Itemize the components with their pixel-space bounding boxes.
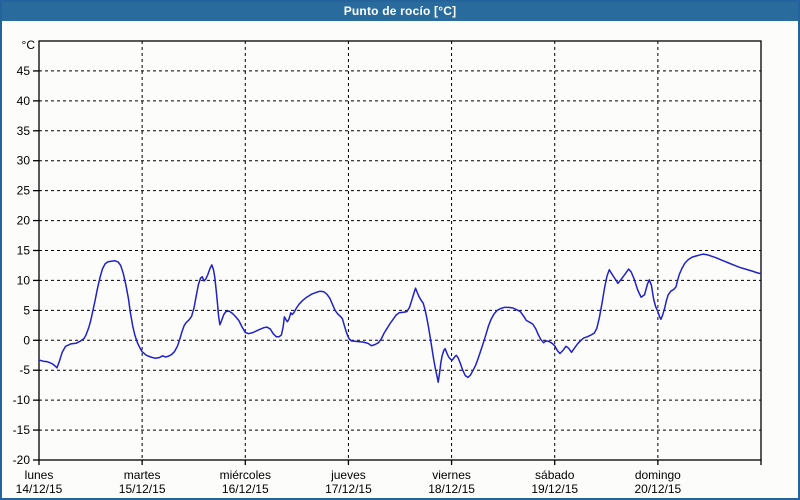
y-tick-label: 5 — [23, 303, 30, 317]
x-day-date-label: 15/12/15 — [119, 482, 166, 496]
x-day-name-label: domingo — [635, 468, 681, 482]
y-tick-label: 20 — [17, 214, 31, 228]
x-day-date-label: 19/12/15 — [531, 482, 578, 496]
x-day-date-label: 18/12/15 — [428, 482, 475, 496]
y-axis-unit-label: °C — [22, 38, 36, 52]
y-tick-label: 25 — [17, 184, 31, 198]
x-day-date-label: 14/12/15 — [16, 482, 63, 496]
y-tick-label: -5 — [19, 363, 30, 377]
y-tick-label: 0 — [23, 333, 30, 347]
x-day-date-label: 16/12/15 — [222, 482, 269, 496]
x-day-name-label: jueves — [330, 468, 366, 482]
x-day-name-label: martes — [124, 468, 161, 482]
y-tick-label: 40 — [17, 94, 31, 108]
chart-svg: -20 -15 -10 -5 0 5 10 15 20 25 30 35 40 45 °C lunes14/1… — [2, 2, 798, 498]
x-day-name-label: miércoles — [220, 468, 271, 482]
x-day-name-label: lunes — [25, 468, 54, 482]
x-day-date-label: 17/12/15 — [325, 482, 372, 496]
y-tick-label: 10 — [17, 273, 31, 287]
y-tick-label: -20 — [13, 453, 31, 467]
y-tick-label: 45 — [17, 64, 31, 78]
dew-point-line — [39, 254, 761, 382]
axis-labels: -20 -15 -10 -5 0 5 10 15 20 25 30 35 40 45 °C lunes14/1… — [13, 38, 682, 496]
x-day-name-label: sábado — [535, 468, 575, 482]
gridlines — [39, 41, 761, 460]
series-line — [39, 254, 761, 382]
y-tick-label: -15 — [13, 423, 31, 437]
y-tick-label: -10 — [13, 393, 31, 407]
x-day-name-label: viernes — [432, 468, 471, 482]
y-tick-label: 30 — [17, 154, 31, 168]
chart-window: Punto de rocío [°C] -20-15-10-5051015202… — [0, 0, 800, 500]
y-tick-label: 15 — [17, 244, 31, 258]
y-tick-label: 35 — [17, 124, 31, 138]
x-day-date-label: 20/12/15 — [634, 482, 681, 496]
